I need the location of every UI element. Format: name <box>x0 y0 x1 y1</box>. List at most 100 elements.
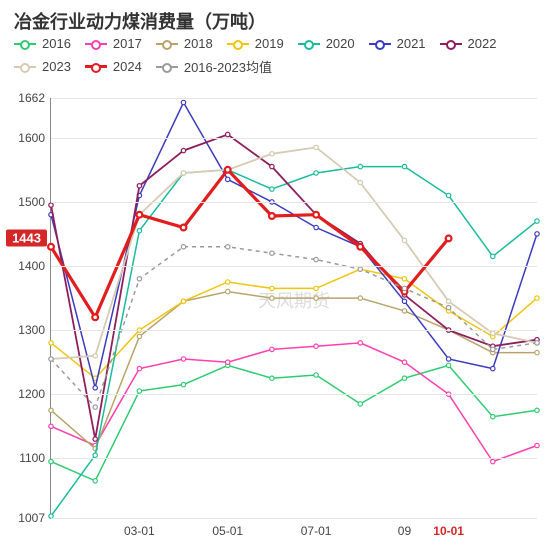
series-marker <box>446 306 450 310</box>
legend-item: 2017 <box>85 36 142 51</box>
series-marker <box>226 245 230 249</box>
series-marker <box>270 251 274 255</box>
series-marker <box>181 148 185 152</box>
series-marker <box>314 296 318 300</box>
series-marker <box>270 164 274 168</box>
series-marker <box>535 350 539 354</box>
y-tick-label: 1662 <box>18 91 45 105</box>
series-marker <box>402 277 406 281</box>
series-marker <box>226 132 230 136</box>
series-marker <box>93 405 97 409</box>
series-marker <box>137 184 141 188</box>
series-line-2020 <box>51 167 537 516</box>
legend-item: 2024 <box>85 57 142 76</box>
y-tick-label: 1100 <box>19 451 45 465</box>
legend-label: 2022 <box>468 36 497 51</box>
series-marker <box>358 296 362 300</box>
legend-swatch <box>227 43 249 45</box>
series-marker <box>446 357 450 361</box>
series-marker <box>358 164 362 168</box>
series-marker <box>181 171 185 175</box>
series-marker <box>48 244 54 250</box>
y-tick-label: 1500 <box>18 195 45 209</box>
series-marker <box>491 366 495 370</box>
legend-swatch <box>156 66 178 68</box>
series-marker <box>446 299 450 303</box>
series-marker <box>226 177 230 181</box>
series-marker <box>93 453 97 457</box>
series-marker <box>491 459 495 463</box>
series-marker <box>358 341 362 345</box>
gridline-h <box>51 266 537 267</box>
series-marker <box>93 354 97 358</box>
chart-container: 冶金行业动力煤消费量（万吨） 2016201720182019202020212… <box>0 0 550 555</box>
series-marker <box>402 238 406 242</box>
legend-swatch <box>440 43 462 45</box>
series-marker <box>535 296 539 300</box>
legend-swatch <box>14 66 36 68</box>
legend-label: 2018 <box>184 36 213 51</box>
legend-swatch <box>85 43 107 45</box>
y-tick-label: 1300 <box>18 323 45 337</box>
legend-label: 2016-2023均值 <box>184 57 272 76</box>
y-tick-label: 1600 <box>18 131 45 145</box>
x-tick-label: 10-01 <box>433 524 464 538</box>
legend-swatch <box>14 43 36 45</box>
gridline-h <box>51 138 537 139</box>
y-tick-label: 1200 <box>18 387 45 401</box>
series-marker <box>358 402 362 406</box>
series-marker <box>225 167 231 173</box>
series-marker <box>92 314 98 320</box>
series-marker <box>314 171 318 175</box>
legend-label: 2020 <box>326 36 355 51</box>
series-marker <box>402 164 406 168</box>
series-marker <box>49 341 53 345</box>
legend: 2016201720182019202020212022202320242016… <box>14 36 534 76</box>
series-marker <box>49 357 53 361</box>
legend-label: 2021 <box>397 36 426 51</box>
x-tick-label: 05-01 <box>212 524 243 538</box>
gridline-h <box>51 518 537 519</box>
series-marker <box>402 376 406 380</box>
series-line-2018 <box>51 292 537 449</box>
series-marker <box>402 299 406 303</box>
series-marker <box>270 347 274 351</box>
legend-item: 2023 <box>14 57 71 76</box>
legend-item: 2018 <box>156 36 213 51</box>
series-marker <box>535 219 539 223</box>
x-tick-label: 03-01 <box>124 524 155 538</box>
legend-item: 2016 <box>14 36 71 51</box>
series-marker <box>314 344 318 348</box>
series-layer <box>51 98 537 518</box>
series-marker <box>357 244 363 250</box>
series-marker <box>181 357 185 361</box>
series-marker <box>535 341 539 345</box>
value-callout: 1443 <box>6 230 47 247</box>
series-marker <box>535 443 539 447</box>
series-marker <box>181 100 185 104</box>
gridline-h <box>51 202 537 203</box>
series-marker <box>181 382 185 386</box>
legend-label: 2024 <box>113 59 142 74</box>
legend-item: 2016-2023均值 <box>156 57 272 76</box>
series-marker <box>137 212 143 218</box>
legend-swatch <box>369 43 391 45</box>
gridline-h <box>51 98 537 99</box>
series-marker <box>181 245 185 249</box>
series-marker <box>226 280 230 284</box>
series-marker <box>535 232 539 236</box>
series-marker <box>270 376 274 380</box>
series-line-2021 <box>51 103 537 388</box>
series-marker <box>491 415 495 419</box>
series-marker <box>226 289 230 293</box>
legend-item: 2022 <box>440 36 497 51</box>
series-marker <box>446 236 452 242</box>
series-marker <box>314 286 318 290</box>
series-marker <box>314 257 318 261</box>
series-line-2017 <box>51 343 537 462</box>
series-marker <box>402 309 406 313</box>
series-marker <box>270 152 274 156</box>
legend-label: 2016 <box>42 36 71 51</box>
chart-title: 冶金行业动力煤消费量（万吨） <box>14 8 266 34</box>
series-marker <box>181 225 187 231</box>
